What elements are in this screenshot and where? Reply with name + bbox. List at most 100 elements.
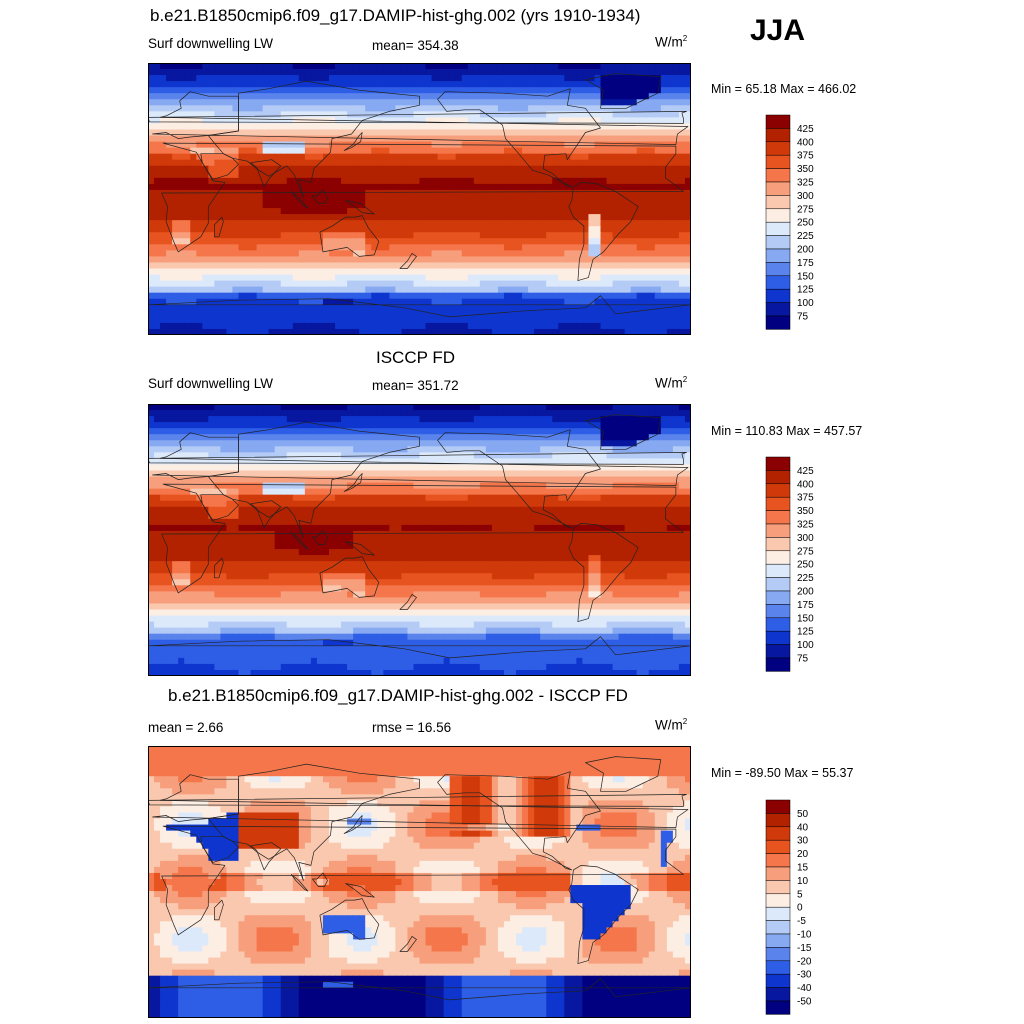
- field-cell: [256, 159, 264, 167]
- field-cell: [286, 220, 294, 227]
- field-cell: [546, 422, 553, 429]
- field-cell: [467, 105, 475, 112]
- field-cell: [497, 195, 505, 203]
- field-cell: [522, 208, 529, 215]
- field-cell: [286, 434, 294, 441]
- field-cell: [516, 422, 523, 429]
- field-cell: [648, 268, 656, 276]
- field-cell: [214, 422, 221, 429]
- field-cell: [184, 458, 191, 466]
- field-cell: [316, 183, 324, 191]
- field-cell: [642, 446, 650, 453]
- field-cell: [202, 268, 209, 276]
- field-cell: [443, 286, 451, 294]
- field-cell: [618, 135, 626, 143]
- field-cell: [594, 410, 602, 417]
- field-cell: [262, 177, 270, 185]
- field-cell: [606, 171, 614, 179]
- field-cell: [570, 171, 577, 179]
- field-cell: [564, 458, 571, 466]
- field-cell: [588, 153, 596, 161]
- field-cell: [648, 428, 656, 435]
- field-cell: [329, 458, 336, 466]
- field-cell: [208, 268, 215, 276]
- colorbar-tick-label: 325: [797, 178, 814, 189]
- field-cell: [262, 220, 270, 227]
- field-cell: [310, 328, 318, 335]
- field-cell: [479, 195, 487, 203]
- field-cell: [612, 322, 620, 330]
- field-cell: [491, 183, 499, 191]
- field-cell: [383, 268, 390, 276]
- field-cell: [443, 202, 451, 209]
- field-cell: [178, 262, 185, 270]
- field-cell: [534, 452, 541, 459]
- field-cell: [280, 232, 288, 239]
- field-cell: [250, 446, 258, 453]
- field-cell: [606, 153, 614, 161]
- field-cell: [431, 129, 439, 137]
- field-cell: [292, 446, 300, 453]
- field-cell: [298, 208, 306, 215]
- field-cell: [268, 153, 276, 161]
- field-cell: [552, 214, 559, 221]
- field-cell: [461, 452, 469, 459]
- field-cell: [522, 256, 529, 264]
- field-cell: [636, 452, 644, 459]
- field-cell: [510, 298, 517, 306]
- field-cell: [322, 286, 330, 294]
- field-cell: [419, 458, 427, 466]
- field-cell: [642, 316, 650, 324]
- field-cell: [341, 416, 348, 423]
- field-cell: [178, 226, 185, 233]
- field-cell: [389, 183, 396, 191]
- field-cell: [184, 256, 191, 264]
- field-cell: [335, 99, 342, 106]
- field-cell: [546, 292, 553, 300]
- field-cell: [262, 123, 270, 131]
- field-cell: [684, 328, 691, 335]
- field-cell: [401, 440, 409, 447]
- field-cell: [341, 262, 348, 270]
- field-cell: [497, 208, 505, 215]
- field-cell: [497, 202, 505, 209]
- field-cell: [220, 135, 228, 143]
- field-cell: [220, 99, 228, 106]
- field-cell: [238, 165, 246, 173]
- field-cell: [485, 232, 493, 239]
- field-cell: [630, 428, 638, 435]
- field-cell: [528, 75, 535, 82]
- field-cell: [268, 165, 276, 173]
- field-cell: [190, 123, 197, 131]
- field-cell: [510, 410, 517, 417]
- field-cell: [371, 422, 378, 429]
- field-cell: [310, 153, 318, 161]
- field-cell: [461, 298, 469, 306]
- field-cell: [154, 165, 161, 173]
- field-cell: [172, 81, 179, 88]
- field-cell: [636, 244, 644, 251]
- field-cell: [298, 214, 306, 221]
- field-cell: [552, 410, 559, 417]
- field-cell: [208, 452, 215, 459]
- field-cell: [678, 250, 686, 258]
- field-cell: [660, 244, 668, 251]
- field-cell: [184, 93, 191, 100]
- field-cell: [630, 63, 638, 70]
- field-cell: [250, 422, 258, 429]
- field-cell: [522, 286, 529, 294]
- field-cell: [510, 117, 517, 125]
- field-cell: [576, 244, 583, 251]
- field-cell: [268, 232, 276, 239]
- field-cell: [594, 428, 602, 435]
- field-cell: [214, 238, 221, 245]
- field-cell: [184, 81, 191, 88]
- field-cell: [534, 262, 541, 270]
- field-cell: [485, 183, 493, 191]
- field-cell: [347, 428, 354, 435]
- field-cell: [377, 208, 384, 215]
- field-cell: [654, 153, 662, 161]
- field-cell: [624, 280, 632, 288]
- field-cell: [684, 404, 691, 411]
- field-cell: [341, 93, 348, 100]
